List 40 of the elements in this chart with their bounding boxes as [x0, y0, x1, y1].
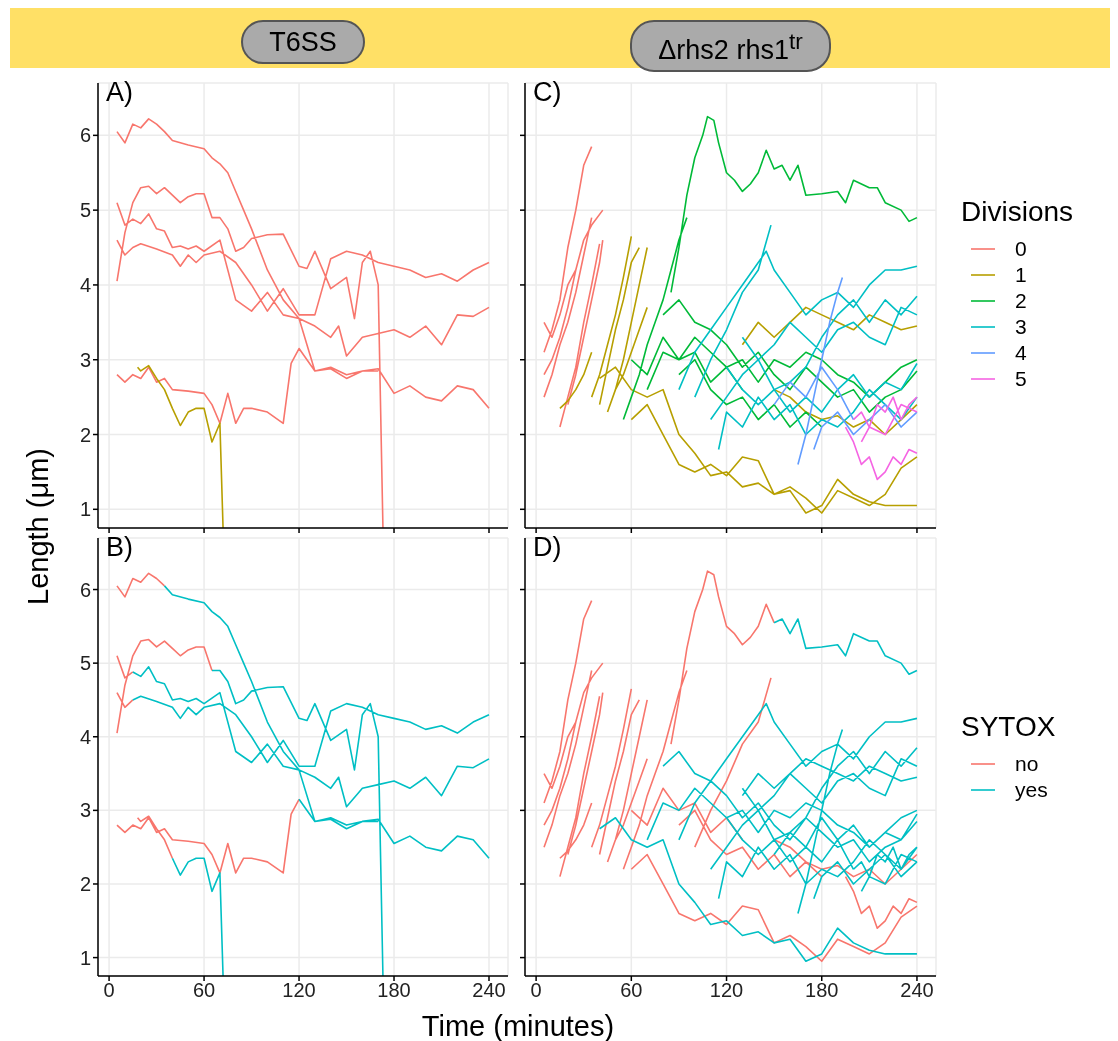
y-tick-label: 1: [79, 498, 91, 521]
y-tick-label: 1: [79, 946, 91, 969]
chart-title: Δrhs2 rhs1$^{tr}$: [630, 20, 831, 72]
legend-label: 0: [1015, 237, 1027, 261]
x-tick-label: 120: [282, 979, 316, 1002]
x-tick-label: 120: [709, 979, 744, 1002]
y-tick-label: 5: [79, 199, 91, 222]
x-tick-label: 180: [377, 979, 411, 1002]
y-tick-label: 3: [79, 799, 91, 822]
y-tick-label: 2: [79, 873, 91, 896]
y-tick-label: 3: [79, 348, 91, 371]
annotation: A): [106, 77, 133, 108]
chart-title: T6SS: [241, 20, 365, 64]
x-tick-label: 180: [805, 979, 839, 1002]
legend-label: 5: [1015, 367, 1027, 391]
y-tick-label: 4: [79, 274, 91, 297]
legend-label: 3: [1015, 315, 1027, 339]
legend-label: 4: [1015, 341, 1027, 365]
y-tick-label: 5: [79, 652, 91, 675]
y-tick-label: 4: [79, 725, 91, 748]
y-tick-label: 2: [79, 423, 91, 446]
annotation: C): [533, 77, 562, 108]
y-tick-label: 6: [79, 578, 91, 601]
x-tick-label: 240: [472, 979, 506, 1002]
x-tick-label: 60: [192, 979, 216, 1002]
legend-label: 1: [1015, 263, 1027, 287]
legend-title: SYTOX: [961, 710, 1056, 743]
annotation: D): [533, 532, 562, 563]
annotation: B): [106, 532, 133, 563]
y-axis-title: Length (μm): [21, 447, 55, 607]
legend-label: no: [1015, 751, 1039, 776]
x-tick-label: 240: [900, 979, 934, 1002]
y-tick-label: 6: [79, 124, 91, 147]
legend-title: Divisions: [961, 196, 1074, 228]
line-series: [136, 364, 224, 528]
x-tick-label: 0: [530, 979, 542, 1002]
x-tick-label: 0: [103, 979, 115, 1002]
x-tick-label: 60: [620, 979, 643, 1002]
legend-label: yes: [1015, 777, 1048, 802]
legend-label: 2: [1015, 289, 1027, 313]
